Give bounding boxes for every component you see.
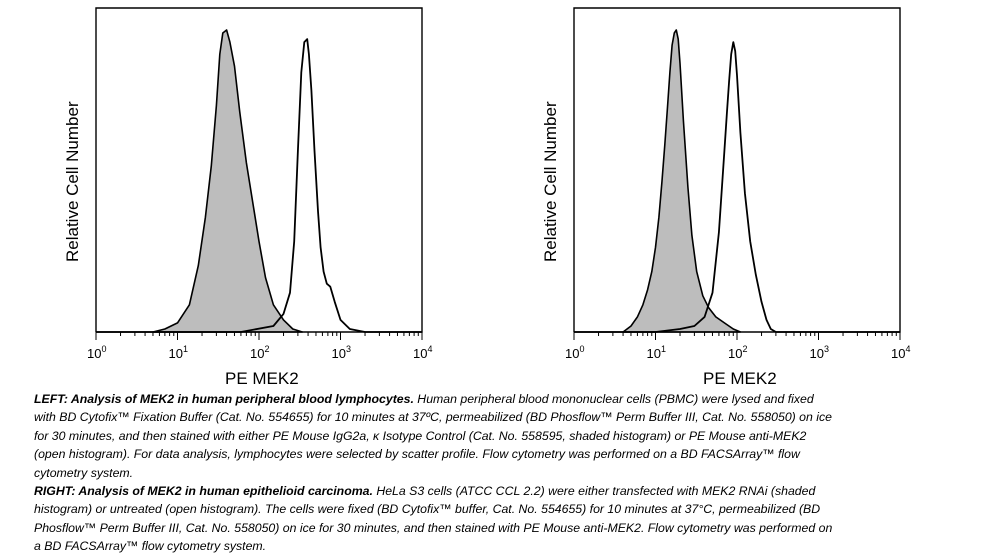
left-x-tick-label: 101 [169, 344, 188, 361]
right-x-axis-title: PE MEK2 [703, 369, 777, 388]
left-x-tick-label: 100 [87, 344, 106, 361]
histogram-left-plot: 100 101 102 103 104 PE MEK2 Relative Cell Numb… [63, 7, 432, 388]
right-x-tick-label: 101 [647, 344, 666, 361]
right-x-tick-label: 102 [728, 344, 747, 361]
right-y-axis-title: Relative Cell Number [541, 101, 560, 262]
caption-right-heading: RIGHT: Analysis of MEK2 in human epithel… [34, 484, 373, 499]
caption-right-text: HeLa S3 cells (ATCC CCL 2.2) were either… [34, 484, 833, 554]
figure-caption: LEFT: Analysis of MEK2 in human peripher… [34, 390, 834, 556]
right-x-tick-label: 100 [565, 344, 584, 361]
caption-left-text: Human peripheral blood mononuclear cells… [34, 392, 832, 480]
right-x-tick-label: 104 [891, 344, 910, 361]
left-x-axis-title: PE MEK2 [225, 369, 299, 388]
histogram-right-plot: 100 101 102 103 104 PE MEK2 Relative Cell Numb… [541, 7, 910, 388]
left-y-axis-title: Relative Cell Number [63, 101, 82, 262]
histogram-left: 100 101 102 103 104 PE MEK2 Relative Cell Numb… [60, 0, 440, 395]
left-open-histogram [96, 38, 422, 333]
caption-right: RIGHT: Analysis of MEK2 in human epithel… [34, 482, 834, 556]
left-x-tick-label: 103 [332, 344, 351, 361]
right-open-histogram [574, 41, 900, 333]
right-plot-frame [573, 7, 901, 333]
right-shaded-histogram [622, 29, 742, 333]
right-x-tick-label: 103 [810, 344, 829, 361]
caption-left-heading: LEFT: Analysis of MEK2 in human peripher… [34, 392, 414, 406]
left-shaded-histogram [152, 29, 304, 333]
left-plot-frame [95, 7, 423, 333]
left-x-tick-label: 102 [250, 344, 269, 361]
caption-left: LEFT: Analysis of MEK2 in human peripher… [34, 390, 834, 482]
histogram-right: 100 101 102 103 104 PE MEK2 Relative Cell Numb… [538, 0, 918, 395]
left-x-tick-label: 104 [413, 344, 432, 361]
